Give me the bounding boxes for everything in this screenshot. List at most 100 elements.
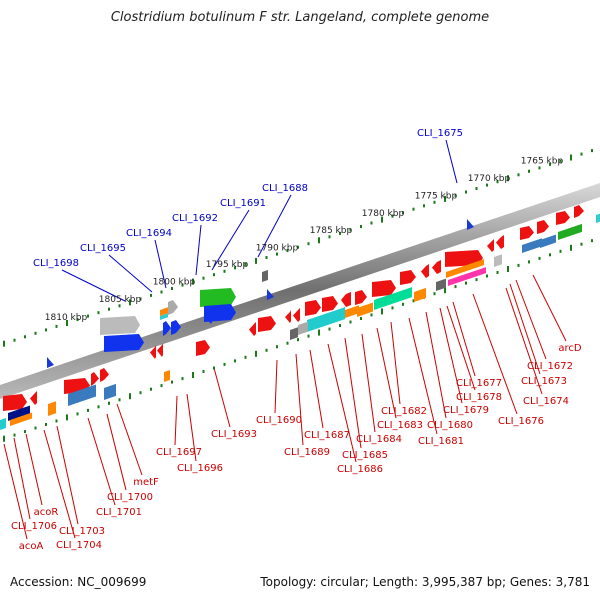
gene-label-connector (13, 437, 31, 520)
gene-arrow (91, 372, 99, 386)
inner-tick-mark (13, 433, 16, 437)
outer-tick-mark (412, 207, 415, 211)
inner-tick-mark (528, 260, 530, 264)
outer-tick-mark (402, 211, 404, 215)
gene-arrow (556, 211, 570, 225)
gene-label-bottom: CLI_1687 (304, 430, 350, 441)
inner-tick-mark (3, 435, 5, 442)
outer-tick-mark (13, 338, 16, 342)
inner-tick-mark (297, 338, 299, 342)
inner-tick-mark (559, 249, 562, 253)
outer-tick-mark (139, 297, 142, 301)
outer-tick-mark (349, 228, 352, 232)
inner-tick-mark (66, 414, 68, 421)
gene-arrow (520, 226, 534, 240)
kbp-label: 1770 kbp (468, 174, 511, 184)
inner-tick-mark (202, 370, 205, 373)
label-connector-layer (3, 139, 567, 540)
gene-label-connector (213, 367, 231, 428)
outer-tick-mark (286, 249, 289, 253)
outer-tick-mark (433, 200, 436, 204)
genome-backbone (0, 183, 600, 399)
gene-arrow (171, 320, 181, 335)
gene-label-connector (361, 333, 376, 433)
strand-marker (47, 357, 54, 368)
gene-label-bottom: CLI_1682 (381, 406, 427, 417)
gene-box (68, 384, 96, 406)
outer-tick-mark (244, 262, 247, 266)
gene-box (164, 369, 170, 382)
gene-label-connector (390, 321, 401, 405)
outer-tick-mark (129, 299, 131, 306)
gene-label-connector (376, 327, 397, 419)
gene-arrow (200, 288, 236, 307)
gene-arrow (341, 292, 351, 307)
inner-tick-mark (454, 285, 457, 289)
gene-box (596, 213, 600, 223)
outer-tick-mark (118, 304, 121, 308)
gene-label-connector (452, 301, 476, 377)
inner-tick-mark (234, 359, 236, 363)
gene-label-connector (445, 139, 458, 184)
gene-box (345, 305, 359, 318)
inner-tick-mark (97, 405, 100, 409)
outer-tick-mark (97, 311, 100, 315)
gene-box (298, 321, 308, 335)
gene-box (374, 287, 412, 310)
gene-label-bottom: metF (133, 477, 159, 488)
gene-label-top: CLI_1688 (262, 183, 308, 194)
outer-tick-mark (391, 214, 394, 218)
kbp-label: 1780 kbp (362, 209, 405, 219)
outer-tick-mark (307, 242, 310, 246)
gene-label-connector (25, 433, 43, 506)
gene-box (414, 287, 426, 302)
outer-tick-mark (265, 256, 268, 259)
inner-tick-mark (465, 281, 467, 285)
gene-box (104, 383, 116, 400)
gene-box (436, 278, 446, 291)
genome-stats-text: Topology: circular; Length: 3,995,387 bp… (260, 575, 590, 589)
gene-label-bottom: CLI_1683 (377, 420, 423, 431)
gene-box (494, 254, 502, 267)
gene-label-connector (61, 269, 126, 302)
gene-arrow (100, 316, 140, 335)
gene-label-bottom: CLI_1693 (211, 429, 257, 440)
gene-label-connector (408, 317, 438, 435)
outer-tick-mark (297, 245, 299, 249)
gene-label-bottom: acoR (34, 507, 59, 518)
outer-tick-mark (328, 235, 331, 239)
gene-label-connector (446, 305, 476, 391)
inner-tick-mark (171, 380, 173, 384)
gene-label-bottom: CLI_1680 (427, 420, 473, 431)
outer-tick-mark (591, 149, 593, 153)
gene-label-connector (532, 274, 567, 342)
gene-arrow (322, 296, 338, 312)
outer-tick-mark (202, 276, 205, 280)
gene-box (262, 269, 268, 282)
gene-label-bottom: CLI_1704 (56, 540, 102, 551)
outer-tick-mark (192, 278, 194, 285)
outer-tick-mark (454, 193, 457, 197)
gene-label-bottom: CLI_1674 (523, 396, 569, 407)
inner-tick-mark (255, 350, 257, 357)
gene-box (160, 313, 168, 320)
outer-tick-mark (444, 195, 446, 202)
gene-box (10, 412, 32, 426)
outer-tick-mark (108, 307, 110, 311)
gene-label-connector (425, 311, 447, 419)
gene-label-bottom: CLI_1701 (96, 507, 142, 518)
gene-label-connector (174, 395, 178, 446)
outer-tick-mark (66, 320, 68, 326)
gene-label-top: CLI_1694 (126, 228, 172, 239)
gene-label-bottom: CLI_1676 (498, 416, 544, 427)
inner-tick-mark (118, 398, 121, 402)
gene-box (357, 302, 373, 317)
outer-tick-mark (517, 173, 520, 177)
inner-tick-mark (286, 341, 289, 345)
gene-arrow (249, 322, 256, 336)
strand-marker (267, 289, 274, 300)
outer-tick-mark (276, 252, 278, 256)
inner-tick-mark (55, 419, 58, 423)
gene-arrow (496, 235, 504, 249)
